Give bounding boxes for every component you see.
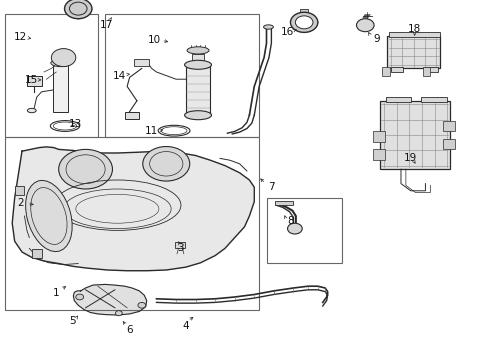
Bar (382, 67, 389, 76)
Text: 15: 15 (25, 75, 39, 85)
Text: 9: 9 (372, 34, 379, 44)
Bar (372, 131, 385, 142)
Circle shape (51, 49, 76, 67)
Bar (15, 186, 24, 195)
Bar (27, 212, 37, 220)
Ellipse shape (184, 111, 211, 120)
Bar (422, 67, 429, 76)
Text: 14: 14 (113, 71, 126, 81)
Text: 11: 11 (144, 126, 158, 136)
Circle shape (290, 12, 317, 32)
Ellipse shape (25, 180, 72, 252)
Bar (27, 76, 41, 86)
Circle shape (142, 147, 189, 181)
Text: 16: 16 (280, 27, 294, 37)
Bar (372, 149, 385, 160)
Circle shape (295, 16, 312, 29)
Bar (5, 137, 259, 310)
Bar (185, 65, 210, 115)
Circle shape (115, 311, 122, 316)
Text: 18: 18 (407, 24, 421, 34)
Text: 1: 1 (53, 288, 60, 298)
Bar (191, 54, 204, 65)
Ellipse shape (27, 108, 36, 113)
Text: 3: 3 (177, 243, 184, 253)
Ellipse shape (184, 60, 211, 69)
Circle shape (138, 302, 145, 308)
Bar (300, 9, 307, 12)
Text: 10: 10 (147, 35, 160, 45)
Bar (420, 97, 447, 102)
Text: 8: 8 (286, 216, 293, 226)
Circle shape (59, 149, 112, 189)
Text: 13: 13 (69, 119, 82, 129)
Bar (380, 101, 449, 169)
Bar (5, 14, 98, 137)
Bar (388, 32, 439, 37)
Text: 5: 5 (69, 316, 76, 326)
Text: 4: 4 (182, 321, 189, 331)
Text: 12: 12 (14, 32, 27, 42)
Bar (32, 249, 41, 258)
Circle shape (356, 19, 373, 32)
Text: 2: 2 (17, 198, 24, 208)
Ellipse shape (51, 59, 70, 67)
Polygon shape (12, 147, 254, 271)
Bar (266, 198, 342, 263)
Polygon shape (73, 284, 146, 315)
Bar (425, 67, 437, 72)
Text: 7: 7 (268, 182, 275, 192)
Ellipse shape (263, 25, 273, 29)
Bar (134, 59, 149, 66)
Bar (386, 97, 410, 102)
Bar (105, 14, 259, 137)
Bar (386, 36, 439, 68)
Text: 19: 19 (403, 153, 417, 163)
Circle shape (64, 0, 92, 19)
Bar (274, 201, 293, 205)
Bar (124, 112, 139, 119)
Text: 6: 6 (126, 325, 133, 336)
Bar (442, 139, 454, 149)
Ellipse shape (186, 47, 209, 54)
Circle shape (76, 294, 83, 300)
Bar (390, 67, 403, 72)
Circle shape (287, 223, 302, 234)
Bar (442, 121, 454, 131)
Bar (175, 242, 184, 248)
Text: 17: 17 (100, 20, 113, 30)
Bar (53, 65, 68, 112)
